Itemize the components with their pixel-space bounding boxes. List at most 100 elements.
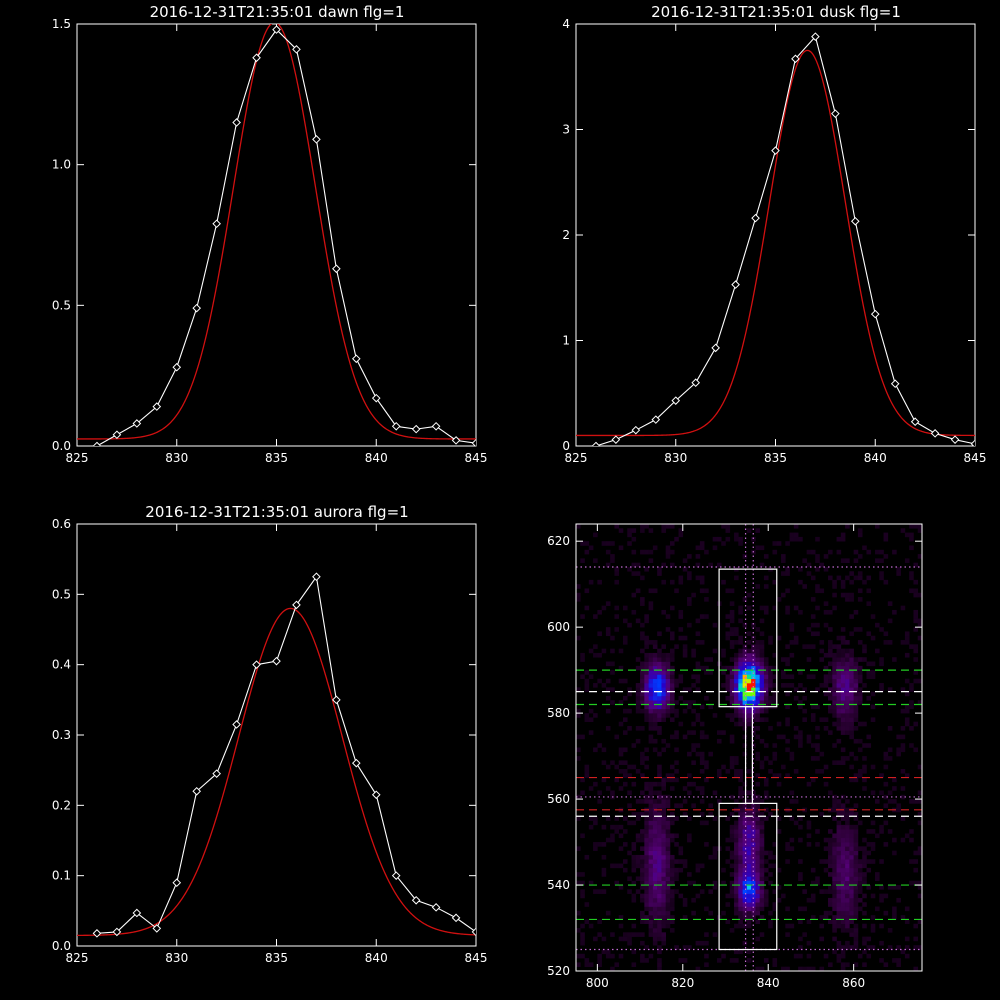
dusk-x-tick-label: 840 [864, 451, 887, 465]
dusk-data-point [651, 415, 661, 424]
heatmap-y-tick-label: 540 [547, 878, 570, 892]
dusk-data-point [791, 54, 800, 64]
dawn-data-point [431, 421, 441, 431]
aurora-chart-title: 2016-12-31T21:35:01 aurora flg=1 [145, 503, 408, 521]
dusk-y-tick-label: 1 [562, 334, 570, 348]
dusk-data-point [771, 146, 780, 155]
dusk-data-point [910, 417, 920, 427]
dawn-data-point [132, 419, 142, 428]
dusk-x-tick-label: 845 [964, 451, 987, 465]
aurora-y-tick-label: 0.1 [52, 869, 71, 883]
dawn-x-tick-label: 835 [265, 451, 288, 465]
dawn-y-tick-label: 1.0 [52, 158, 71, 172]
aurora-data-point [351, 758, 361, 768]
dawn-data-point [411, 424, 421, 434]
dusk-data-line [595, 35, 975, 446]
aurora-data-point [152, 924, 162, 933]
dusk-data-point [631, 425, 641, 435]
aurora-x-tick-label: 845 [465, 951, 488, 965]
aurora-data-point [252, 660, 261, 669]
heatmap-plot-area [576, 524, 922, 971]
aurora-data-point [112, 927, 122, 937]
dusk-plot-area [576, 32, 975, 446]
aurora-data-point [391, 871, 401, 880]
aurora-data-point [212, 769, 221, 778]
aurora-y-tick-label: 0.5 [52, 587, 71, 601]
dusk-data-point [930, 429, 940, 438]
aurora-x-tick-label: 835 [265, 951, 288, 965]
aurora-data-point [292, 600, 301, 610]
dusk-data-point [970, 439, 975, 446]
aurora-x-tick-label: 825 [66, 951, 89, 965]
dusk-data-point [751, 213, 760, 223]
dusk-x-tick-label: 830 [664, 451, 687, 465]
dusk-data-point [591, 441, 601, 446]
aurora-data-point [411, 895, 421, 905]
dawn-data-point [192, 303, 202, 313]
aurora-data-point [332, 695, 341, 705]
dusk-data-point [950, 435, 960, 444]
aurora-data-point [371, 790, 381, 800]
dusk-data-point [811, 32, 820, 41]
dawn-x-tick-label: 825 [66, 451, 89, 465]
heatmap-x-tick-label: 800 [586, 976, 609, 990]
aurora-y-tick-label: 0.3 [52, 728, 71, 742]
aurora-data-point [172, 878, 182, 888]
aurora-data-point [92, 929, 102, 938]
dawn-y-tick-label: 0.5 [52, 298, 71, 312]
aurora-data-point [132, 908, 142, 918]
dawn-data-point [371, 393, 381, 403]
heatmap-plot-frame [575, 523, 923, 972]
region-box [744, 706, 754, 804]
aurora-plot-area [77, 572, 476, 938]
aurora-data-point [451, 913, 461, 923]
dawn-y-tick-label: 0.0 [52, 439, 71, 453]
dusk-data-point [731, 280, 740, 289]
dusk-data-point [671, 396, 681, 405]
aurora-x-tick-label: 840 [365, 951, 388, 965]
dawn-data-point [332, 264, 341, 274]
dawn-data-point [292, 45, 301, 54]
dawn-fit-curve [77, 24, 476, 440]
heatmap-y-tick-label: 620 [547, 534, 570, 548]
dusk-data-point [611, 435, 621, 444]
dusk-y-tick-label: 0 [562, 439, 570, 453]
dusk-data-point [711, 343, 720, 353]
aurora-x-tick-label: 830 [165, 951, 188, 965]
aurora-y-tick-label: 0.6 [52, 517, 71, 531]
dawn-data-point [232, 118, 241, 127]
aurora-data-point [192, 786, 202, 796]
dawn-data-point [351, 354, 361, 364]
aurora-data-point [431, 903, 441, 912]
dawn-data-point [252, 53, 261, 63]
dawn-data-point [471, 438, 476, 446]
dawn-data-point [92, 441, 102, 446]
aurora-data-point [312, 572, 321, 582]
dusk-data-point [890, 379, 900, 389]
dusk-y-tick-label: 4 [562, 17, 570, 31]
heatmap-y-tick-label: 600 [547, 620, 570, 634]
dawn-x-tick-label: 830 [165, 451, 188, 465]
dusk-spectrum-panel: 2016-12-31T21:35:01 dusk flg=1 825 830 835… [562, 3, 986, 465]
heatmap-x-tick-label: 860 [842, 976, 865, 990]
dawn-data-point [172, 362, 182, 372]
heatmap-x-tick-label: 820 [671, 976, 694, 990]
aurora-y-tick-label: 0.2 [52, 798, 71, 812]
heatmap-y-tick-label: 520 [547, 964, 570, 978]
aurora-data-point [232, 720, 241, 729]
heatmap-x-tick-label: 840 [757, 976, 780, 990]
aurora-data-point [272, 656, 281, 666]
aurora-data-line [96, 575, 476, 934]
dawn-chart-title: 2016-12-31T21:35:01 dawn flg=1 [150, 3, 405, 21]
aurora-fit-curve [77, 607, 476, 937]
image-heatmap-panel: 800 820 840 860 520 540 560 580 600 620 [547, 523, 923, 990]
heatmap-y-tick-label: 580 [547, 706, 570, 720]
dusk-x-tick-label: 825 [565, 451, 588, 465]
dawn-data-point [272, 25, 281, 34]
aurora-y-tick-label: 0.0 [52, 939, 71, 953]
dusk-data-point [850, 216, 860, 226]
aurora-spectrum-panel: 2016-12-31T21:35:01 aurora flg=1 825 830 8… [52, 503, 488, 965]
dawn-y-tick-label: 1.5 [52, 17, 71, 31]
dawn-x-tick-label: 840 [365, 451, 388, 465]
